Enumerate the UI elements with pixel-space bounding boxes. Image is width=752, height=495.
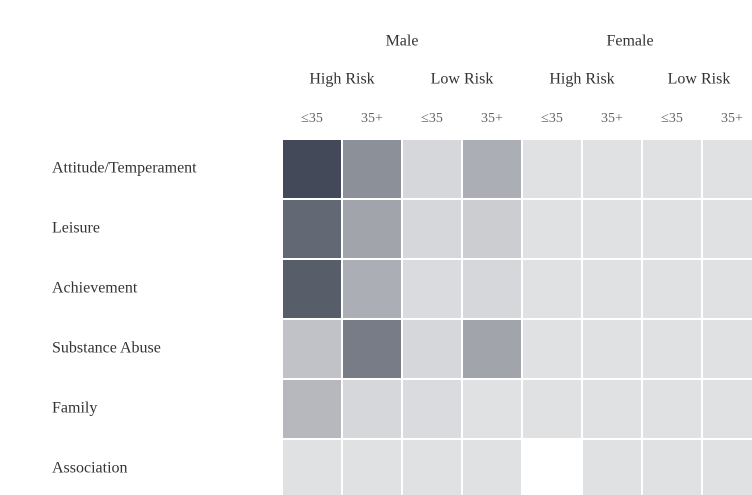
column-label: ≤35: [541, 111, 563, 126]
heatmap-cell: [343, 140, 401, 198]
heatmap-cell: [703, 200, 752, 258]
heatmap-cell: [403, 440, 461, 495]
heatmap-cell: [283, 260, 341, 318]
column-group-label: Female: [606, 33, 653, 50]
heatmap-cell: [703, 260, 752, 318]
heatmap-cell: [523, 200, 581, 258]
heatmap-cell: [403, 260, 461, 318]
column-subgroup-label: Low Risk: [431, 71, 494, 88]
heatmap-cell: [283, 140, 341, 198]
heatmap-cell: [343, 380, 401, 438]
heatmap-cell: [283, 200, 341, 258]
heatmap-cell: [583, 440, 641, 495]
heatmap-cell: [283, 320, 341, 378]
heatmap-cell: [343, 320, 401, 378]
column-subgroup-label: High Risk: [549, 71, 614, 88]
column-label: 35+: [601, 111, 623, 126]
column-label: 35+: [481, 111, 503, 126]
heatmap-cell: [463, 320, 521, 378]
heatmap-cell: [703, 140, 752, 198]
heatmap-cell: [523, 440, 581, 495]
heatmap-cell: [583, 200, 641, 258]
column-label: 35+: [361, 111, 383, 126]
heatmap-cell: [583, 140, 641, 198]
heatmap-cell: [403, 320, 461, 378]
heatmap-cell: [463, 380, 521, 438]
column-label: ≤35: [421, 111, 443, 126]
column-subgroup-label: Low Risk: [668, 71, 731, 88]
row-label: Family: [52, 400, 97, 417]
heatmap-cell: [523, 260, 581, 318]
heatmap-cell: [583, 320, 641, 378]
column-group-label: Male: [386, 33, 419, 50]
row-label: Substance Abuse: [52, 340, 161, 357]
heatmap-cell: [643, 320, 701, 378]
row-label: Leisure: [52, 220, 100, 237]
heatmap-cell: [643, 140, 701, 198]
heatmap-cell: [403, 380, 461, 438]
heatmap-cell: [703, 380, 752, 438]
column-label: ≤35: [301, 111, 323, 126]
heatmap-cell: [523, 140, 581, 198]
heatmap-cell: [283, 440, 341, 495]
heatmap-cell: [583, 260, 641, 318]
heatmap-cell: [343, 440, 401, 495]
heatmap-cell: [583, 380, 641, 438]
heatmap-cell: [463, 200, 521, 258]
heatmap-cell: [283, 380, 341, 438]
heatmap-cell: [703, 320, 752, 378]
row-label: Association: [52, 460, 128, 477]
heatmap-cell: [703, 440, 752, 495]
heatmap-cell: [523, 380, 581, 438]
heatmap-cell: [643, 380, 701, 438]
heatmap-cell: [643, 440, 701, 495]
heatmap-cell: [463, 440, 521, 495]
heatmap-cell: [343, 200, 401, 258]
heatmap-cell: [403, 200, 461, 258]
heatmap-cell: [463, 140, 521, 198]
heatmap-cell: [463, 260, 521, 318]
heatmap-cell: [523, 320, 581, 378]
heatmap-cell: [403, 140, 461, 198]
column-label: 35+: [721, 111, 743, 126]
column-subgroup-label: High Risk: [309, 71, 374, 88]
row-label: Achievement: [52, 280, 138, 297]
column-label: ≤35: [661, 111, 683, 126]
row-label: Attitude/Temperament: [52, 160, 197, 177]
heatmap-cell: [643, 200, 701, 258]
heatmap-cell: [643, 260, 701, 318]
heatmap-cell: [343, 260, 401, 318]
